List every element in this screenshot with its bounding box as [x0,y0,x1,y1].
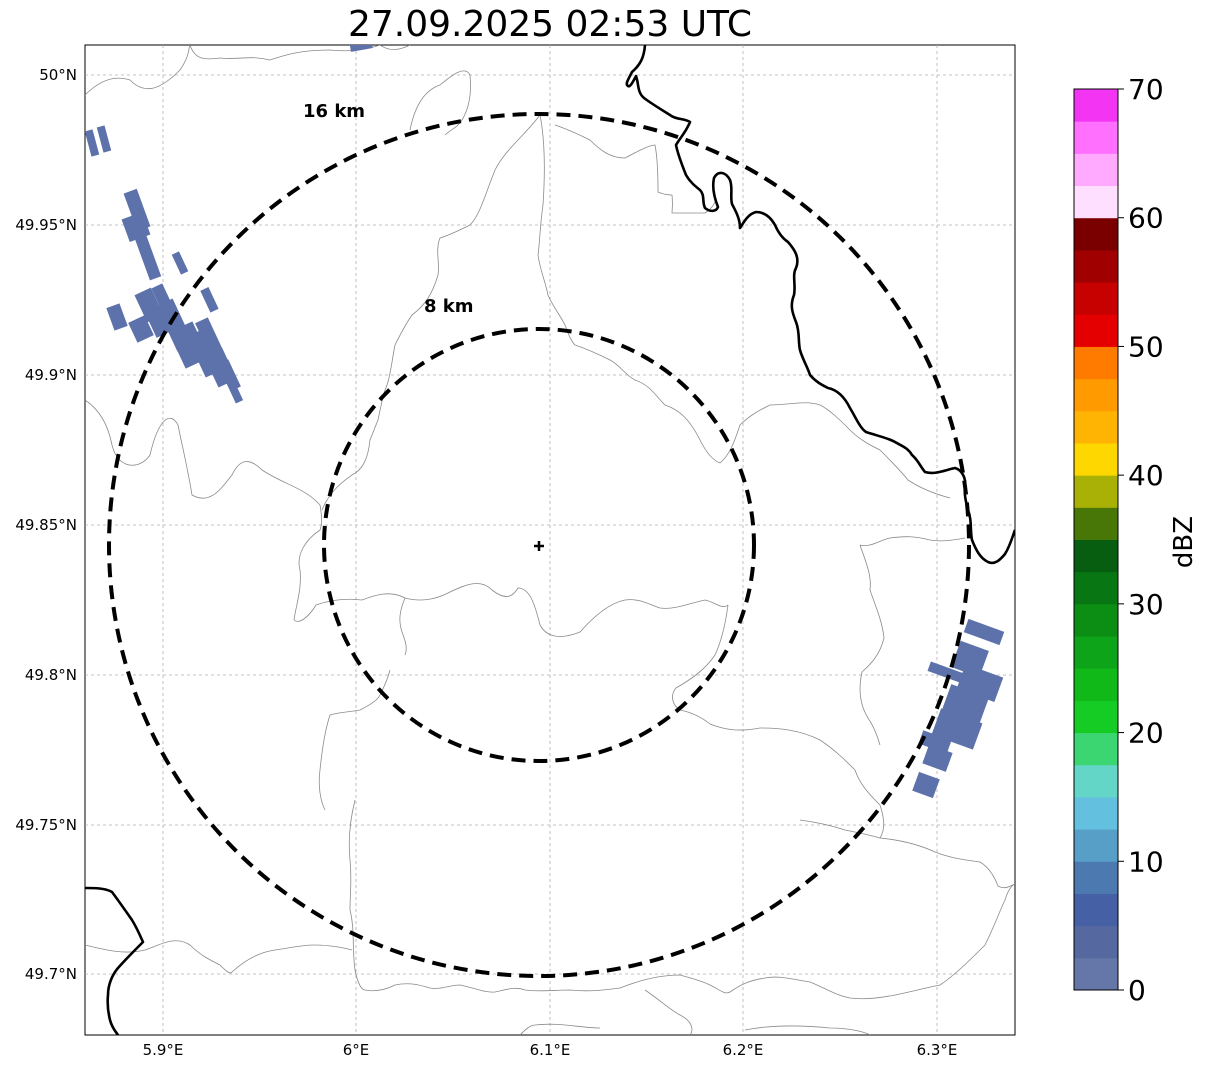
radar-site-marker [534,541,544,551]
colorbar-label: dBZ [1169,516,1199,568]
lat-label: 50°N [39,66,77,84]
colorbar-tick-label: 40 [1128,459,1164,492]
colorbar-bin [1074,700,1118,734]
lat-label: 49.95°N [15,216,77,234]
range-ring-16km [107,112,971,978]
colorbar-bin [1074,217,1118,251]
range-ring-label-16km: 16 km [303,101,365,122]
colorbar-bin [1074,121,1118,154]
colorbar-bin [1074,475,1118,508]
colorbar-tick-label: 50 [1128,330,1164,363]
national-borders [85,45,1015,1035]
colorbar-bin [1074,925,1118,959]
colorbar-bin [1074,764,1118,798]
colorbar-tick-label: 20 [1128,717,1164,750]
colorbar-tick-label: 60 [1128,202,1164,235]
lat-label: 49.8°N [25,666,77,684]
colorbar-bin [1074,89,1118,122]
colorbar-bin [1074,829,1118,862]
colorbar-bin [1074,346,1118,380]
colorbar-bin [1074,442,1118,476]
lat-label: 49.9°N [25,366,77,384]
lon-label: 5.9°E [143,1041,184,1059]
colorbar-bins [1074,89,1118,991]
lon-label: 6.1°E [530,1041,571,1059]
colorbar-bin [1074,571,1118,605]
colorbar-bin [1074,957,1118,991]
colorbar-bin [1074,185,1118,219]
radar-echoes [85,45,1005,799]
colorbar-bin [1074,378,1118,412]
colorbar-bin [1074,410,1118,444]
colorbar-tick-label: 10 [1128,845,1164,878]
colorbar-tick-label: 30 [1128,588,1164,621]
colorbar-bin [1074,314,1118,347]
colorbar: 0 10 20 30 40 50 60 70 dBZ [1073,73,1199,1007]
colorbar-bin [1074,861,1118,894]
colorbar-bin [1074,539,1118,573]
municipal-boundaries [85,45,1015,1035]
lat-label: 49.7°N [25,965,77,983]
map-gridlines [85,45,1015,1035]
latitude-labels: 50°N 49.95°N 49.9°N 49.85°N 49.8°N 49.75… [15,66,77,983]
colorbar-bin [1074,282,1118,315]
colorbar-tick-label: 70 [1128,73,1164,106]
lat-label: 49.85°N [15,516,77,534]
colorbar-bin [1074,668,1118,701]
lon-label: 6.3°E [917,1041,958,1059]
colorbar-bin [1074,893,1118,927]
figure-title: 27.09.2025 02:53 UTC [347,4,753,45]
colorbar-bin [1074,796,1118,830]
colorbar-bin [1074,603,1118,637]
colorbar-ticks: 0 10 20 30 40 50 60 70 [1118,73,1164,1007]
colorbar-bin [1074,507,1118,540]
lat-label: 49.75°N [15,816,77,834]
longitude-labels: 5.9°E 6°E 6.1°E 6.2°E 6.3°E [143,1041,958,1059]
colorbar-tick-label: 0 [1128,974,1146,1007]
colorbar-bin [1074,153,1118,187]
echo-cluster-northwest [85,45,373,404]
range-ring-label-8km: 8 km [424,296,474,317]
echo-cluster-southeast [912,618,1005,799]
lon-label: 6°E [343,1041,370,1059]
range-ring-8km [322,327,756,763]
map-area: 8 km 16 km [85,45,1015,1035]
colorbar-bin [1074,636,1118,669]
colorbar-bin [1074,732,1118,766]
colorbar-frame [1073,88,1119,991]
lon-label: 6.2°E [723,1041,764,1059]
range-rings [107,112,971,978]
colorbar-bin [1074,249,1118,283]
